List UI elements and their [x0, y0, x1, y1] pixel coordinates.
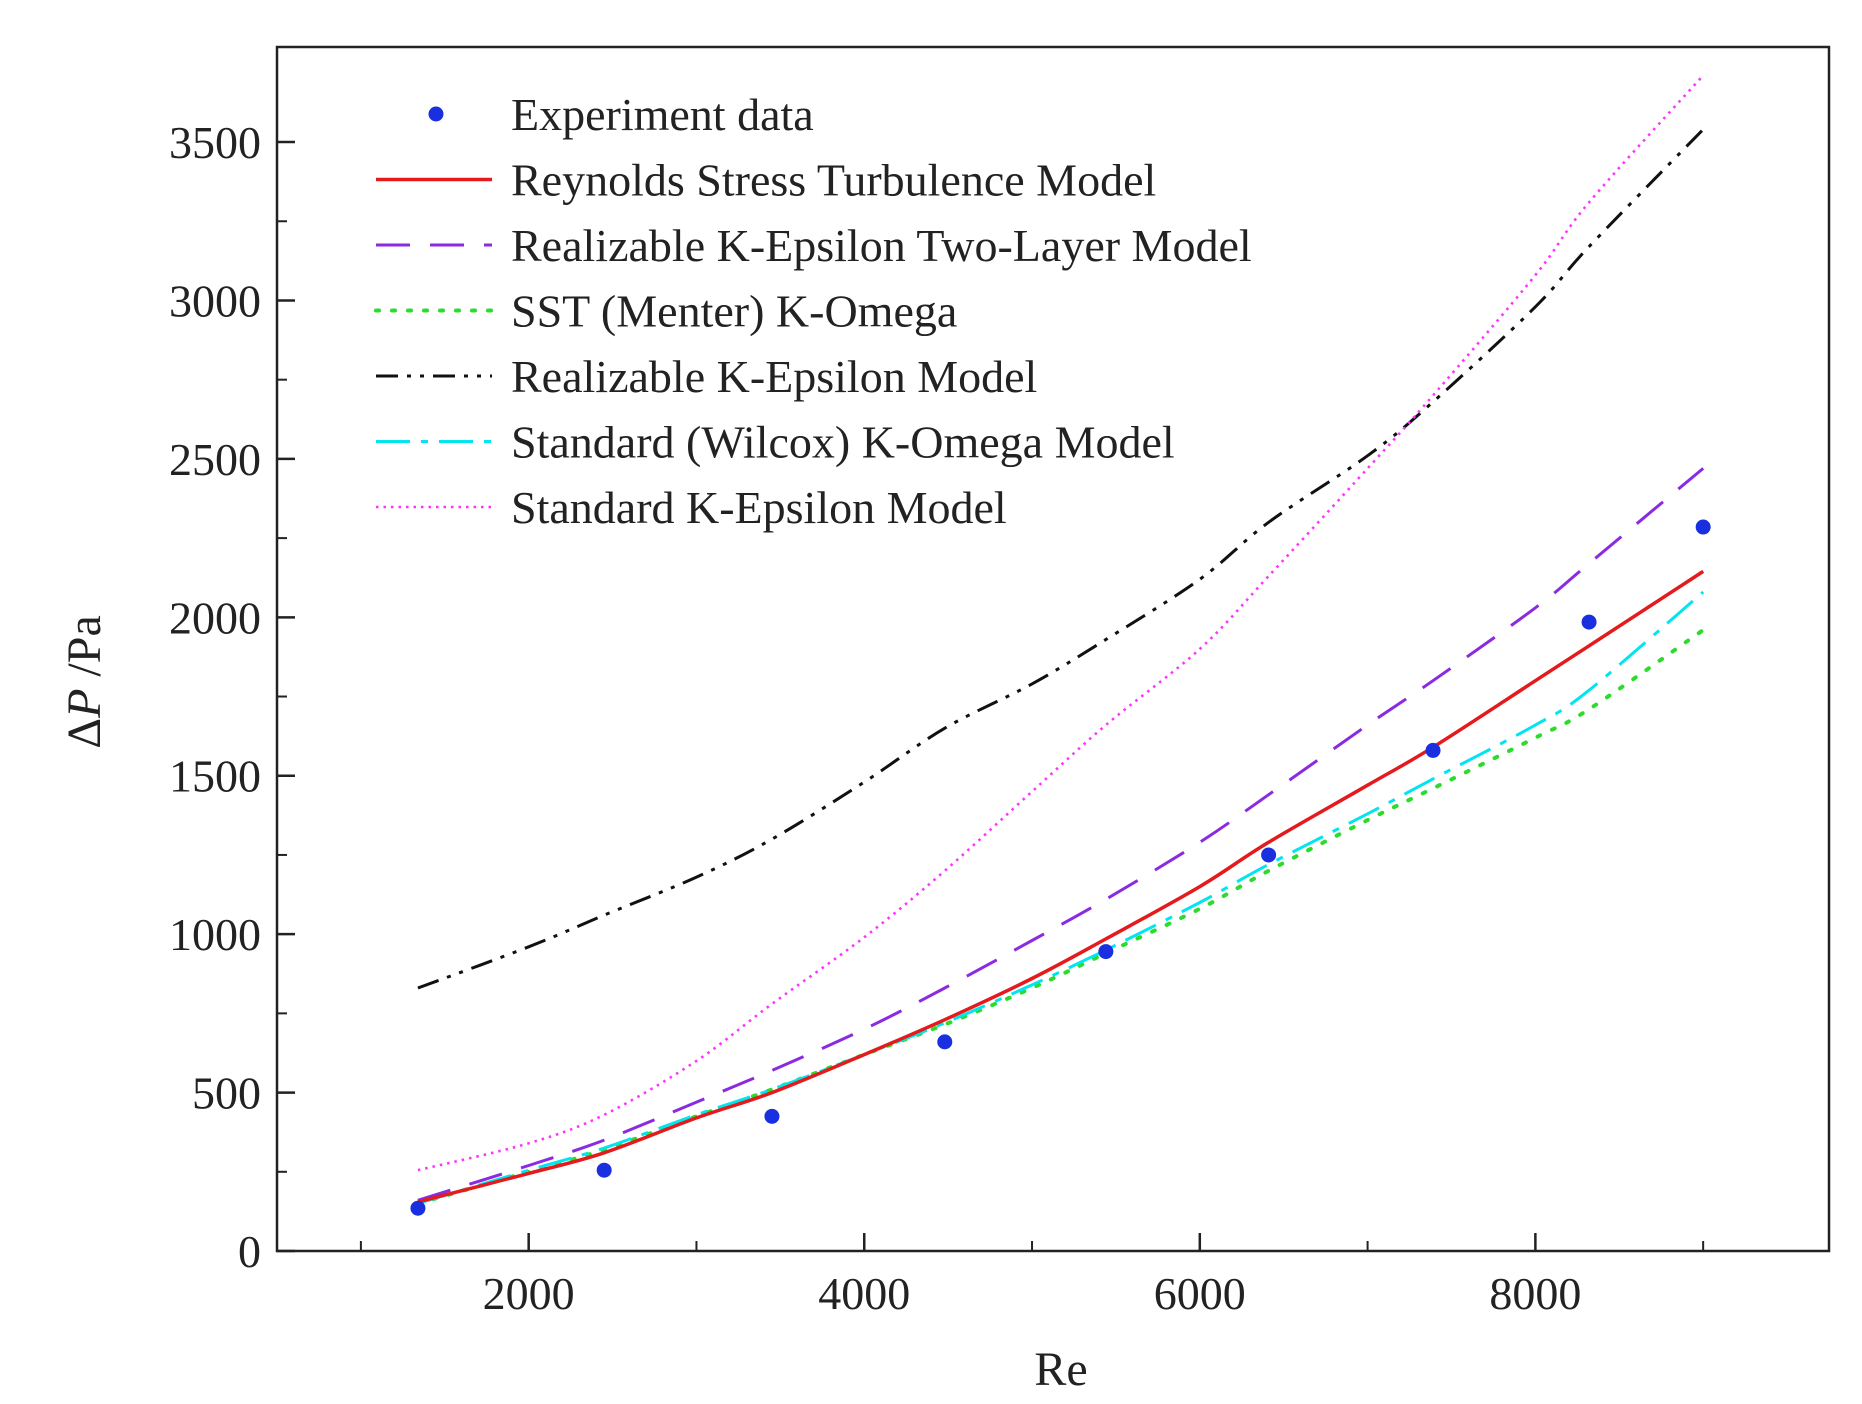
y-axis-title-delta: Δ	[58, 718, 111, 749]
y-tick-label: 1000	[169, 909, 261, 960]
series-line-2	[417, 467, 1705, 1202]
y-tick-label: 2000	[169, 592, 261, 643]
y-axis-title-variable: P	[58, 689, 111, 719]
y-axis-title-unit: /Pa	[58, 615, 111, 688]
legend-label-6: Standard K-Epsilon Model	[511, 482, 1007, 533]
series-line-4	[417, 128, 1705, 990]
plot-area	[410, 74, 1711, 1216]
y-axis-title: ΔP /Pa	[58, 615, 111, 749]
y-tick-label: 2500	[169, 434, 261, 485]
y-axis: 0 500 1000 1500 2000 2500 3000 3500	[169, 117, 295, 1277]
plot-frame	[275, 45, 1831, 1253]
y-tick-label: 3500	[169, 117, 261, 168]
y-tick-label: 500	[192, 1068, 261, 1119]
x-tick-label: 2000	[483, 1268, 575, 1319]
experiment-point	[1695, 519, 1711, 535]
x-tick-label: 6000	[1154, 1268, 1246, 1319]
y-tick-label: 3000	[169, 275, 261, 326]
experiment-point	[410, 1200, 426, 1216]
experiment-point	[1425, 742, 1441, 758]
x-tick-label: 4000	[818, 1268, 910, 1319]
legend-label-4: Realizable K-Epsilon Model	[511, 351, 1037, 402]
series-line-3	[415, 628, 1706, 1206]
experiment-point	[1581, 614, 1597, 630]
experiment-point	[937, 1034, 953, 1050]
legend-label-2: Realizable K-Epsilon Two-Layer Model	[511, 220, 1252, 271]
legend-marker-experiment	[428, 106, 444, 122]
x-tick-label: 8000	[1489, 1268, 1581, 1319]
experiment-point	[1261, 847, 1277, 863]
experiment-point	[764, 1108, 780, 1124]
x-axis-title: Re	[1034, 1343, 1087, 1396]
legend: Experiment data Reynolds Stress Turbulenc…	[374, 89, 1252, 533]
series-line-5	[417, 590, 1705, 1205]
experiment-point	[596, 1162, 612, 1178]
legend-label-5: Standard (Wilcox) K-Omega Model	[511, 417, 1175, 468]
experiment-point	[1098, 944, 1114, 960]
legend-label-experiment: Experiment data	[511, 89, 814, 140]
y-tick-label: 1500	[169, 751, 261, 802]
y-tick-label: 0	[238, 1226, 261, 1277]
x-axis: 2000 4000 6000 8000	[359, 1233, 1705, 1319]
legend-label-3: SST (Menter) K-Omega	[511, 286, 957, 337]
series-line-1	[417, 569, 1705, 1204]
legend-label-1: Reynolds Stress Turbulence Model	[511, 155, 1156, 206]
